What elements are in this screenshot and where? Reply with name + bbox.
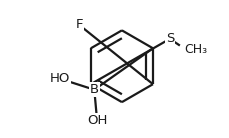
Text: CH₃: CH₃	[183, 43, 206, 56]
Text: F: F	[75, 18, 82, 31]
Text: OH: OH	[87, 114, 107, 127]
Text: HO: HO	[49, 72, 70, 85]
Text: S: S	[165, 32, 174, 45]
Text: B: B	[89, 83, 98, 96]
